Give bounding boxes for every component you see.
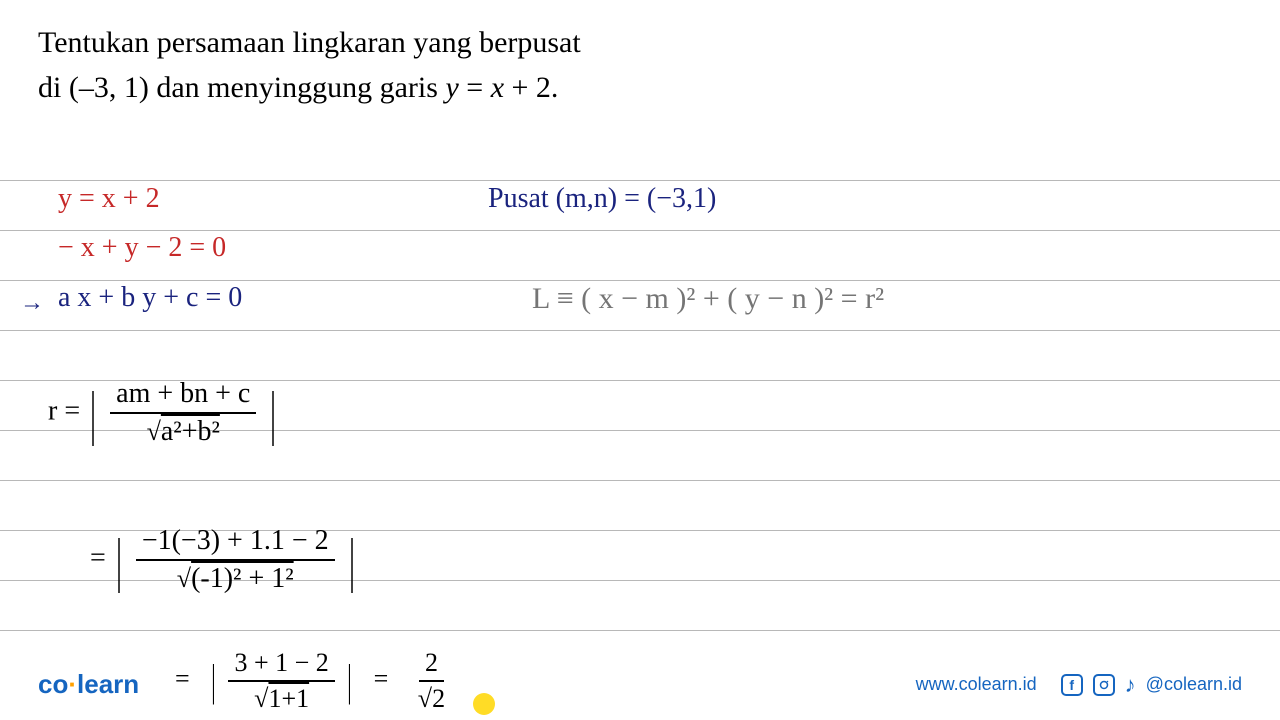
- abs-bar-left: |: [90, 386, 96, 440]
- paper-line: [0, 280, 1280, 281]
- facebook-icon: f: [1061, 674, 1083, 696]
- paper-line: [0, 330, 1280, 331]
- question-line-1: Tentukan persamaan lingkaran yang berpus…: [38, 20, 581, 65]
- footer: co·learn www.colearn.id f ♪ @colearn.id: [0, 669, 1280, 700]
- paper-line: [0, 480, 1280, 481]
- arrow-icon: →: [20, 290, 44, 317]
- abs-bar-right: |: [270, 386, 276, 440]
- website-url: www.colearn.id: [916, 674, 1037, 695]
- abs-bar-left: |: [116, 533, 122, 587]
- radius-substitution: = | −1(−3) + 1.1 − 2 √(-1)² + 1² |: [90, 525, 358, 595]
- social-handle: @colearn.id: [1146, 674, 1242, 695]
- paper-line: [0, 180, 1280, 181]
- eq-line-3: a x + b y + c = 0: [58, 282, 242, 314]
- social-icons: f ♪ @colearn.id: [1061, 672, 1242, 698]
- formula-numerator: am + bn + c: [110, 378, 256, 414]
- pusat-text: Pusat (m,n) = (−3,1): [488, 183, 716, 215]
- sub-denominator: √(-1)² + 1²: [171, 561, 300, 595]
- instagram-icon: [1093, 674, 1115, 696]
- abs-bar-right: |: [349, 533, 355, 587]
- paper-line: [0, 630, 1280, 631]
- circle-equation: L ≡ ( x − m )² + ( y − n )² = r²: [532, 282, 884, 316]
- sub-numerator: −1(−3) + 1.1 − 2: [136, 525, 335, 561]
- tiktok-icon: ♪: [1125, 672, 1136, 698]
- eq-line-2: − x + y − 2 = 0: [58, 232, 226, 264]
- brand-logo: co·learn: [38, 669, 139, 700]
- formula-denominator: √a²+b²: [141, 414, 226, 448]
- question-line-2: di (–3, 1) dan menyinggung garis y = x +…: [38, 65, 581, 110]
- r-label: r =: [48, 395, 80, 426]
- equals: =: [90, 542, 106, 573]
- logo-dot: ·: [68, 669, 77, 699]
- question-text: Tentukan persamaan lingkaran yang berpus…: [38, 20, 581, 110]
- paper-line: [0, 230, 1280, 231]
- radius-formula: r = | am + bn + c √a²+b² |: [48, 378, 279, 448]
- eq-line-1: y = x + 2: [58, 183, 160, 215]
